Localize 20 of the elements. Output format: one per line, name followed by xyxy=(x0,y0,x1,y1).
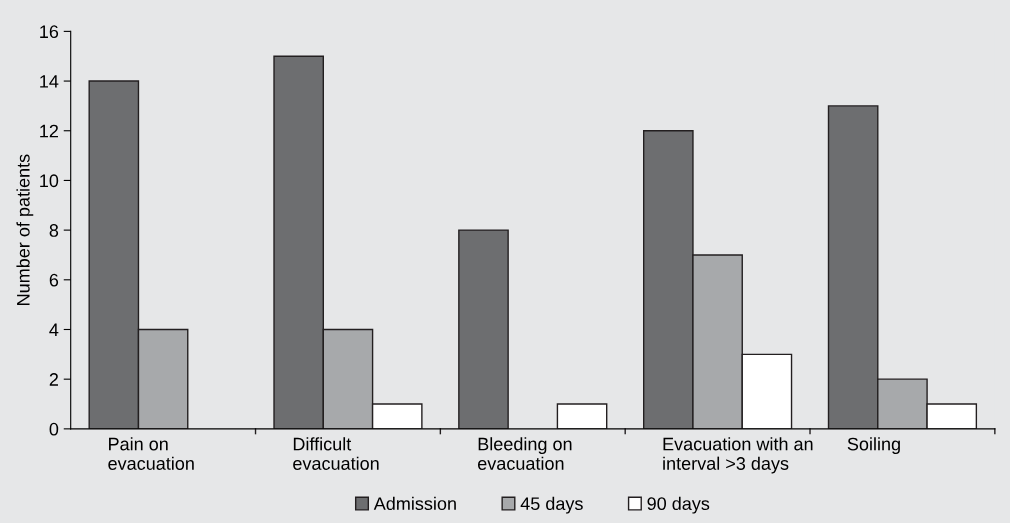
legend-label: 45 days xyxy=(520,496,583,514)
x-tick-label: Evacuation with an interval >3 days xyxy=(663,437,813,474)
y-tick-label: 8 xyxy=(49,224,59,237)
y-axis-title: Number of patients xyxy=(16,154,34,305)
y-tick-label: 4 xyxy=(49,323,59,337)
y-tick-label: 6 xyxy=(49,273,59,287)
x-tick-label: Pain on evacuation xyxy=(108,437,194,470)
y-tick-label: 0 xyxy=(49,422,59,436)
legend-label: Admission xyxy=(373,496,456,511)
x-tick-label: Difficult evacuation xyxy=(293,437,379,470)
legend-label: 90 days xyxy=(647,496,710,514)
y-tick-label: 14 xyxy=(40,75,59,88)
bar xyxy=(458,229,509,429)
x-tick-label: Soiling xyxy=(847,437,900,455)
y-tick-label: 2 xyxy=(49,373,58,386)
y-tick-label: 10 xyxy=(40,174,59,188)
x-tick-label: Bleeding on evacuation xyxy=(477,437,572,470)
y-tick-label: 16 xyxy=(40,25,59,39)
y-tick-label: 12 xyxy=(40,124,58,138)
bar xyxy=(556,403,608,429)
